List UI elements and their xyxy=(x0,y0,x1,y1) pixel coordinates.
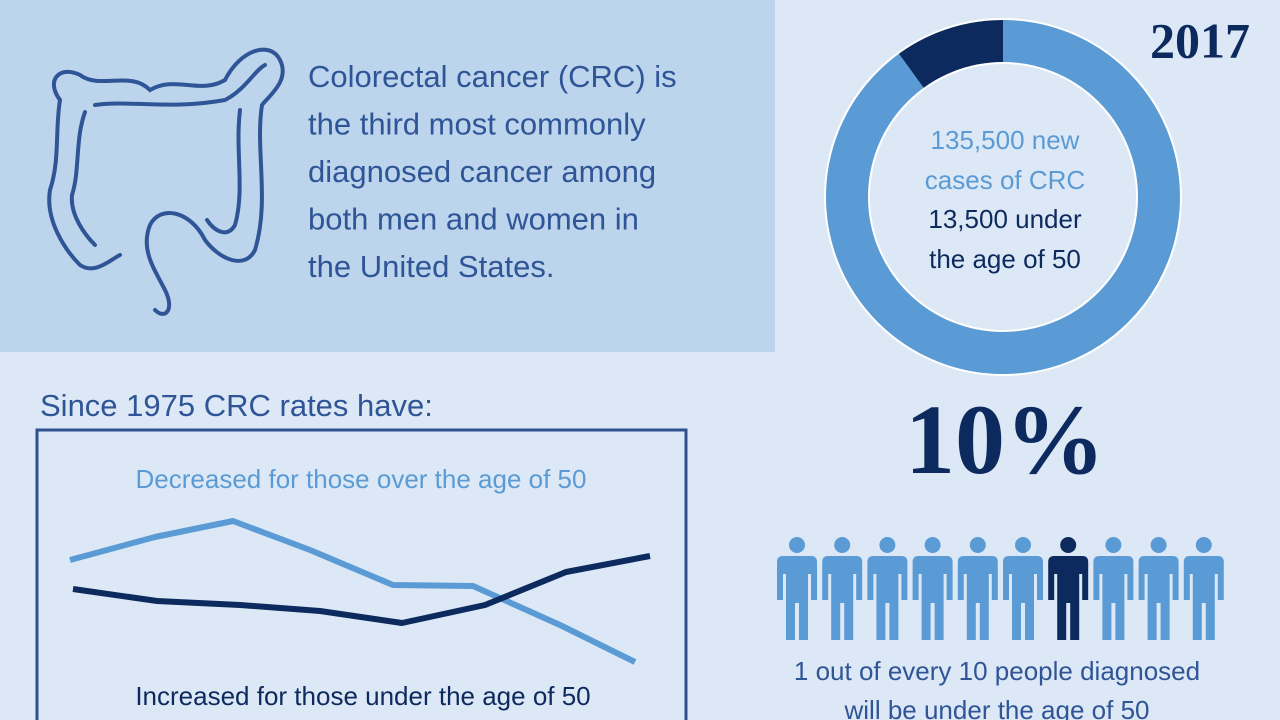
intro-text: the third most commonly xyxy=(308,107,646,142)
person-head xyxy=(1015,537,1031,553)
person-head xyxy=(969,537,986,553)
person-body xyxy=(1093,556,1134,640)
caption: will be under the age of 50 xyxy=(844,695,1150,720)
trend-label: Decreased for those over the age of 50 xyxy=(136,464,587,494)
intro-text: diagnosed cancer among xyxy=(308,154,656,189)
trend-line-over-50 xyxy=(69,518,637,665)
colon-icon xyxy=(47,47,285,316)
person-body xyxy=(822,556,863,640)
person-head xyxy=(1150,537,1167,553)
person-icon xyxy=(822,537,863,640)
person-icon xyxy=(1048,537,1089,640)
trend-label: Increased for those under the age of 50 xyxy=(135,681,590,711)
person-body xyxy=(867,556,908,640)
intro-text: both men and women in xyxy=(308,202,639,237)
intro-text: Colorectal cancer (CRC) is xyxy=(308,59,677,94)
donut-text: 135,500 new xyxy=(931,125,1080,155)
person-icon xyxy=(1138,537,1179,640)
person-head xyxy=(1195,537,1212,553)
trend-line-under-50 xyxy=(72,553,651,626)
person-icon xyxy=(912,537,953,640)
donut-text: 13,500 under xyxy=(928,204,1082,234)
person-icon xyxy=(777,537,817,640)
person-body xyxy=(912,556,953,640)
trend-title: Since 1975 CRC rates have: xyxy=(40,388,433,423)
person-body xyxy=(1048,556,1089,640)
donut-text: the age of 50 xyxy=(929,244,1081,274)
person-body xyxy=(1138,556,1179,640)
person-icon xyxy=(1183,537,1224,640)
person-head xyxy=(879,537,896,553)
caption: 1 out of every 10 people diagnosed xyxy=(794,656,1200,686)
person-body xyxy=(1003,556,1043,640)
stat: 10% xyxy=(905,384,1105,495)
trend-box xyxy=(35,428,688,720)
person-head xyxy=(1105,537,1122,553)
intro-text: the United States. xyxy=(308,249,554,284)
person-body xyxy=(1183,556,1224,640)
donut-text: cases of CRC xyxy=(925,165,1085,195)
person-head xyxy=(1060,537,1077,553)
person-icon xyxy=(867,537,908,640)
person-head xyxy=(789,537,805,553)
donut-edge xyxy=(824,18,1182,376)
donut-rest xyxy=(825,19,1181,375)
person-body xyxy=(777,556,817,640)
donut-segment xyxy=(898,19,1004,89)
person-head xyxy=(834,537,851,553)
person-body xyxy=(957,556,998,640)
year: 2017 xyxy=(1150,12,1250,68)
person-icon xyxy=(1093,537,1134,640)
intro-panel xyxy=(0,0,775,352)
person-head xyxy=(924,537,941,553)
person-icon xyxy=(1003,537,1043,640)
donut-edge xyxy=(868,62,1138,332)
person-icon xyxy=(957,537,998,640)
